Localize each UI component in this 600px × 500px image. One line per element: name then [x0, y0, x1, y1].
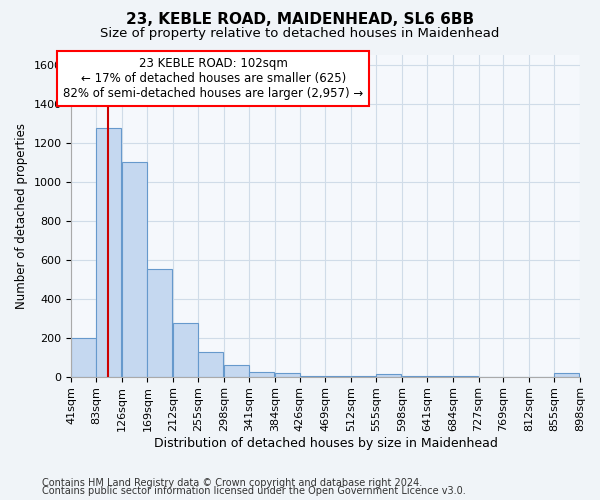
- Bar: [224, 365, 249, 376]
- Text: 23 KEBLE ROAD: 102sqm
← 17% of detached houses are smaller (625)
82% of semi-det: 23 KEBLE ROAD: 102sqm ← 17% of detached …: [63, 57, 364, 100]
- Text: Contains HM Land Registry data © Crown copyright and database right 2024.: Contains HM Land Registry data © Crown c…: [42, 478, 422, 488]
- Bar: [554, 372, 580, 376]
- Bar: [376, 374, 401, 376]
- Text: Size of property relative to detached houses in Maidenhead: Size of property relative to detached ho…: [100, 28, 500, 40]
- Text: 23, KEBLE ROAD, MAIDENHEAD, SL6 6BB: 23, KEBLE ROAD, MAIDENHEAD, SL6 6BB: [126, 12, 474, 28]
- Bar: [97, 128, 121, 376]
- Bar: [250, 372, 274, 376]
- Bar: [173, 323, 198, 376]
- Bar: [275, 372, 300, 376]
- X-axis label: Distribution of detached houses by size in Maidenhead: Distribution of detached houses by size …: [154, 437, 497, 450]
- Text: Contains public sector information licensed under the Open Government Licence v3: Contains public sector information licen…: [42, 486, 466, 496]
- Y-axis label: Number of detached properties: Number of detached properties: [15, 123, 28, 309]
- Bar: [199, 352, 223, 376]
- Bar: [71, 338, 97, 376]
- Bar: [148, 270, 172, 376]
- Bar: [122, 162, 147, 376]
